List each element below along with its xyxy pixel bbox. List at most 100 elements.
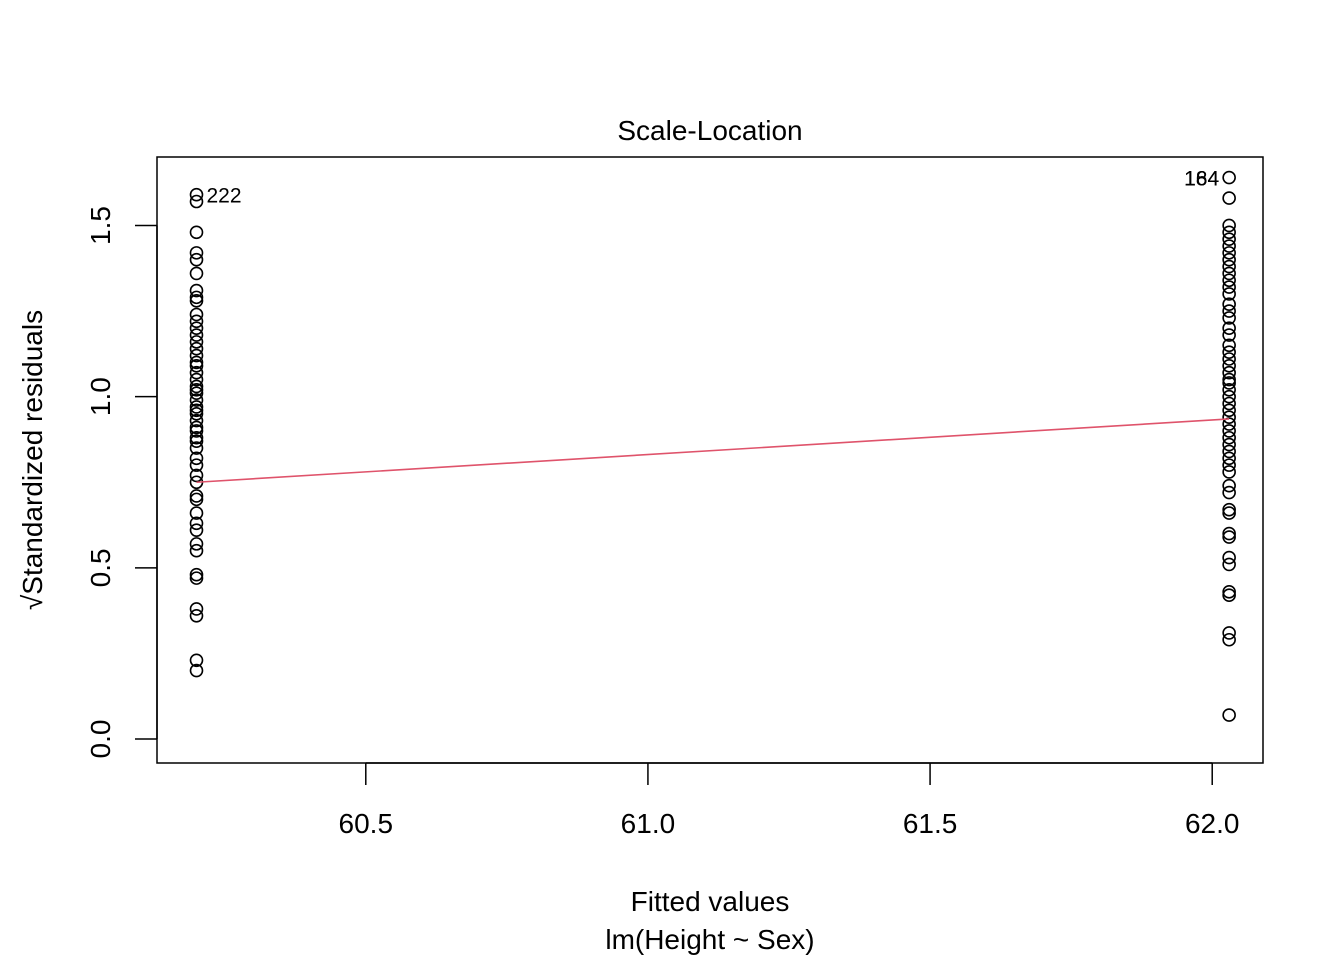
smoother-line (196, 418, 1230, 484)
data-point (1222, 321, 1236, 335)
x-tick-label: 61.0 (621, 808, 676, 839)
data-point (189, 252, 204, 267)
data-point (1222, 273, 1236, 288)
data-point (1222, 376, 1236, 390)
data-point (189, 441, 204, 455)
point-annotation: 184 (1184, 168, 1219, 191)
data-point (1222, 530, 1236, 544)
data-point (1222, 191, 1236, 205)
data-point (189, 246, 204, 260)
y-tick-label: 0.5 (85, 548, 116, 587)
point-annotation: 164 (1184, 168, 1219, 191)
data-point (1222, 297, 1236, 312)
data-point (189, 406, 204, 421)
data-point (189, 386, 204, 401)
data-point (189, 266, 204, 281)
data-point (189, 355, 204, 370)
data-point (1222, 352, 1236, 366)
data-point (1222, 259, 1236, 274)
data-point (189, 543, 204, 558)
point-annotation: 222 (207, 185, 242, 208)
y-axis-label-text: Standardized residuals (17, 310, 48, 595)
data-point (189, 516, 204, 531)
y-tick-label: 0.0 (85, 720, 116, 759)
data-point (189, 489, 204, 503)
data-point (1222, 626, 1236, 640)
data-point (1222, 266, 1236, 281)
data-point (189, 393, 204, 407)
data-point (189, 523, 204, 537)
data-point (1222, 218, 1236, 233)
data-point (189, 359, 204, 373)
points-layer (189, 170, 1236, 722)
svg-text:√Standardized residuals: √Standardized residuals (17, 310, 48, 610)
data-point (189, 413, 204, 428)
data-point (189, 328, 204, 342)
data-point (1222, 239, 1236, 253)
data-point (1222, 502, 1236, 517)
data-point (1222, 280, 1236, 294)
data-point (1222, 485, 1236, 500)
data-point (1222, 632, 1236, 647)
data-point (189, 187, 204, 202)
data-point (189, 468, 204, 483)
data-point (1222, 437, 1236, 452)
data-point (1222, 396, 1236, 411)
data-point (189, 537, 204, 551)
data-point (1222, 506, 1236, 520)
data-point (1222, 338, 1236, 353)
data-point (189, 458, 204, 472)
data-point (1222, 359, 1236, 373)
data-point (1222, 424, 1236, 438)
data-point (1222, 225, 1236, 240)
data-point (1222, 304, 1236, 318)
data-point (1222, 585, 1236, 599)
data-point (1222, 478, 1236, 493)
data-point (189, 335, 204, 349)
data-point (189, 567, 204, 582)
data-point (189, 314, 204, 329)
x-axis: 60.5 61.0 61.5 62.0 (339, 762, 1240, 839)
data-point (1222, 389, 1236, 404)
sqrt-symbol: √ (17, 594, 48, 610)
chart-title: Scale-Location (617, 115, 802, 146)
data-point (1222, 557, 1236, 572)
x-tick-label: 62.0 (1185, 808, 1240, 839)
data-point (1222, 252, 1236, 267)
data-point (1222, 287, 1236, 301)
data-point (189, 571, 204, 585)
y-axis: 0.0 0.5 1.0 1.5 (85, 206, 158, 759)
data-point (1222, 311, 1236, 325)
data-point (189, 403, 204, 418)
data-point (189, 430, 204, 445)
data-point (1222, 588, 1236, 603)
data-point (189, 283, 204, 298)
data-point (1222, 383, 1236, 397)
data-point (1222, 170, 1236, 185)
data-point (189, 506, 204, 520)
data-point (1222, 458, 1236, 472)
data-point (189, 492, 204, 507)
data-point (189, 424, 204, 438)
data-point (1222, 410, 1236, 425)
data-point (189, 321, 204, 335)
data-point (189, 653, 204, 668)
data-point (1222, 526, 1236, 541)
data-point (1222, 372, 1236, 387)
data-point (1222, 430, 1236, 445)
data-point (1222, 328, 1236, 342)
data-point (1222, 365, 1236, 380)
data-point (1222, 403, 1236, 418)
data-point (1222, 444, 1236, 459)
data-point (189, 379, 204, 394)
smoother-layer (196, 418, 1230, 484)
data-point (189, 293, 204, 308)
data-point (189, 451, 204, 466)
data-point (1222, 417, 1236, 431)
model-subtitle: lm(Height ~ Sex) (605, 924, 814, 955)
data-point (189, 400, 204, 414)
y-tick-label: 1.0 (85, 377, 116, 416)
data-point (189, 383, 204, 397)
